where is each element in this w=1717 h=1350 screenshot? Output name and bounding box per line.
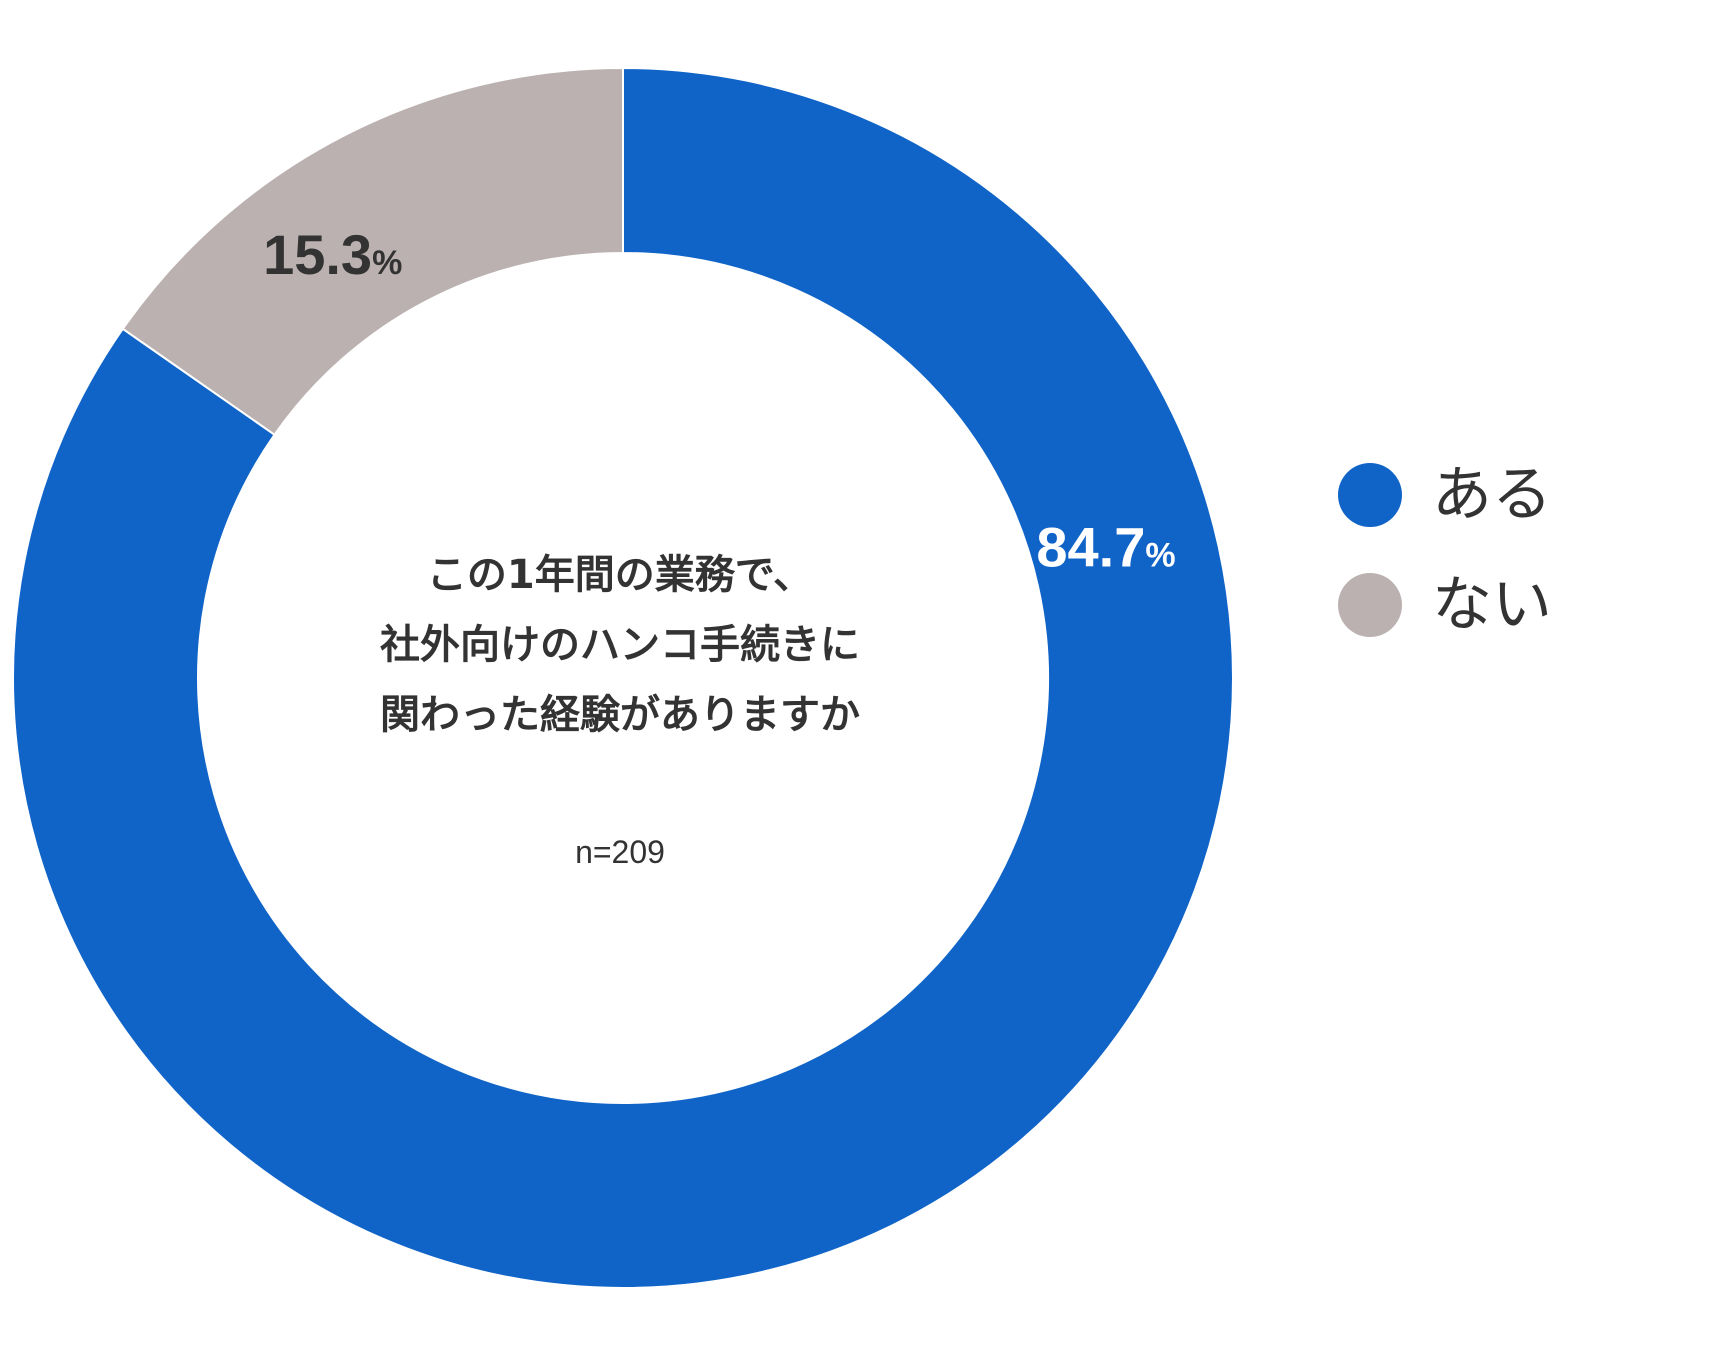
donut-slice-nai (121, 66, 624, 437)
legend-item-aru: ある (1338, 460, 1552, 530)
chart-title-line-3: 関わった経験がありますか (380, 692, 860, 738)
legend: ある ない (1338, 460, 1552, 684)
chart-title-line-2: 社外向けのハンコ手続きに (380, 622, 860, 668)
legend-item-nai: ない (1338, 570, 1552, 640)
slice-value-label-nai: 15.3% (263, 223, 402, 286)
legend-label-nai: ない (1432, 570, 1552, 640)
legend-swatch-nai (1338, 573, 1402, 637)
chart-title-line-1: この1年間の業務で、 (426, 552, 814, 598)
slice-value-label-aru: 84.7% (1036, 516, 1175, 579)
donut-slice-aru (12, 66, 1234, 1289)
legend-swatch-aru (1338, 463, 1402, 527)
sample-size-label: n=209 (575, 834, 665, 870)
chart-title: この1年間の業務で、 社外向けのハンコ手続きに 関わった経験がありますか (230, 540, 1010, 750)
legend-label-aru: ある (1432, 460, 1552, 530)
